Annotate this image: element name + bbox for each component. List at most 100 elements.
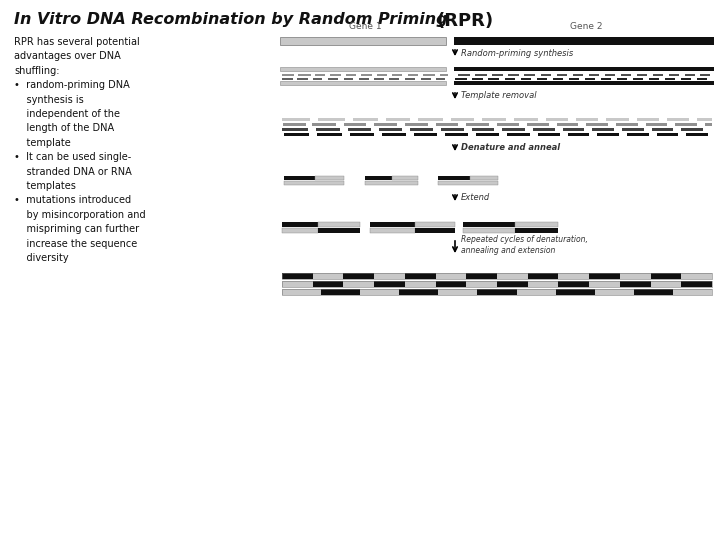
Bar [298,74,311,76]
Bar [466,123,489,125]
Bar [553,78,563,80]
Text: RPR has several potential
advantages over DNA
shuffling:
•  random-priming DNA
 : RPR has several potential advantages ove… [14,37,145,263]
Bar [492,74,503,76]
Bar [585,78,595,80]
Bar [280,37,446,45]
Bar [312,273,343,279]
Bar [601,78,611,80]
Bar [360,289,400,295]
Bar [514,118,538,120]
Bar [441,127,464,131]
Bar [546,118,568,120]
Bar [589,273,620,279]
Bar [455,78,467,80]
Bar [527,123,549,125]
Bar [606,118,629,120]
Bar [297,78,308,80]
Bar [374,78,384,80]
Bar [282,281,312,287]
Bar [318,221,360,226]
Bar [405,281,436,287]
Bar [318,118,345,120]
Bar [282,289,712,295]
Bar [524,74,535,76]
Bar [454,67,714,71]
Bar [282,118,310,120]
Bar [318,227,360,233]
Bar [458,74,470,76]
Bar [282,273,312,279]
Bar [538,132,560,136]
Text: (RPR): (RPR) [437,12,494,30]
Bar [576,118,598,120]
Bar [622,127,644,131]
Bar [477,289,516,295]
Bar [463,221,515,226]
Bar [705,123,712,125]
Bar [653,74,663,76]
Bar [673,289,712,295]
Bar [467,281,497,287]
Bar [415,227,455,233]
Bar [589,281,620,287]
Bar [436,123,458,125]
Bar [681,127,703,131]
Bar [282,127,308,131]
Bar [507,132,530,136]
Bar [282,221,318,226]
Bar [559,273,589,279]
Bar [313,78,322,80]
Bar [620,281,651,287]
Bar [697,118,712,120]
Bar [637,118,659,120]
Bar [359,78,369,80]
Bar [343,273,374,279]
Text: Random-priming synthesis: Random-priming synthesis [461,49,573,57]
Bar [568,132,589,136]
Text: Denature and anneal: Denature and anneal [461,144,560,152]
Bar [685,74,695,76]
Bar [280,81,446,85]
Bar [370,221,415,226]
Bar [700,74,710,76]
Bar [681,281,712,287]
Bar [541,74,551,76]
Bar [379,127,402,131]
Text: Repeated cycles of denaturation,
annealing and extension: Repeated cycles of denaturation, anneali… [461,234,588,255]
Bar [346,74,356,76]
Bar [421,78,431,80]
Bar [592,127,614,131]
Bar [353,118,378,120]
Bar [508,74,519,76]
Bar [637,74,647,76]
Bar [482,118,506,120]
Bar [315,74,325,76]
Bar [649,78,659,80]
Bar [405,78,415,80]
Bar [410,127,433,131]
Bar [350,132,374,136]
Text: Template removal: Template removal [461,91,536,100]
Bar [620,273,651,279]
Bar [617,78,627,80]
Bar [557,123,578,125]
Bar [377,74,387,76]
Bar [475,74,487,76]
Bar [533,127,555,131]
Bar [502,127,525,131]
Bar [497,273,528,279]
Bar [697,78,707,80]
Bar [651,281,681,287]
Bar [559,281,589,287]
Bar [382,132,406,136]
Bar [681,78,691,80]
Bar [344,123,366,125]
Bar [516,289,556,295]
Bar [440,74,448,76]
Bar [470,176,498,180]
Bar [438,181,498,185]
Bar [284,181,344,185]
Bar [348,127,371,131]
Text: Gene 1: Gene 1 [348,22,382,31]
Bar [488,78,499,80]
